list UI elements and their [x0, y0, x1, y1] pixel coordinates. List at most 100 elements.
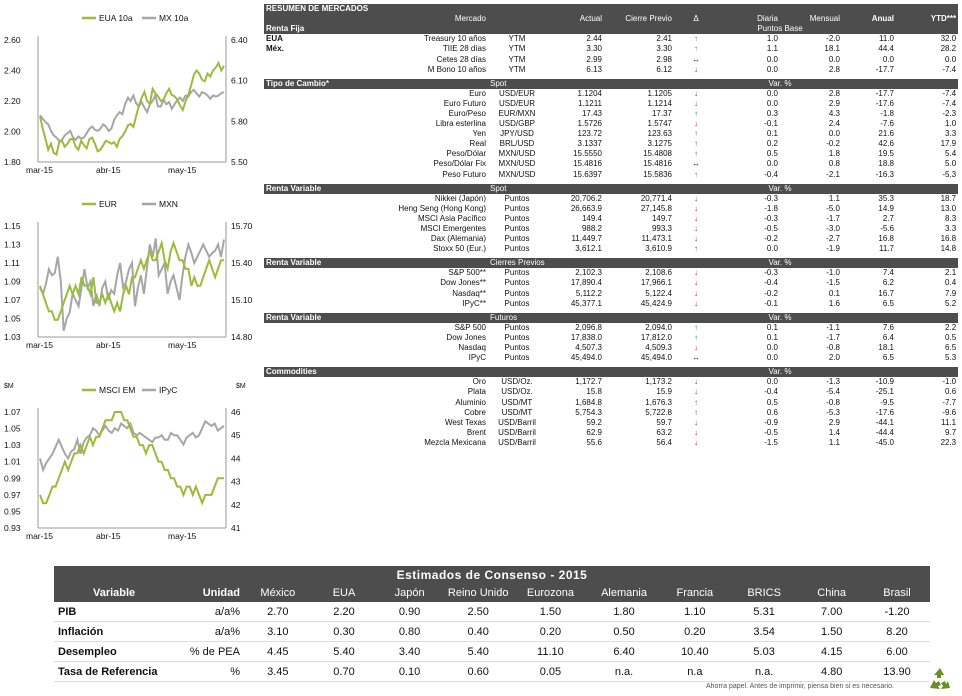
market-annual: 2.7: [842, 213, 896, 224]
left-tick-label: 0.97: [4, 490, 21, 500]
consensus-header-cell: BRICS: [728, 584, 800, 602]
consensus-value: 7.00: [799, 602, 865, 622]
market-monthly: 2.8: [780, 64, 842, 75]
consensus-row: Tasa de Referencia% 3.45 0.70 0.10 0.60 0.05 n…: [54, 661, 930, 682]
trend-arrow-icon: ↑: [674, 397, 718, 408]
market-ytd: 5.2: [896, 298, 959, 309]
market-daily: 1.1: [718, 44, 780, 55]
trend-arrow-icon: ↔: [674, 159, 718, 170]
market-daily: 0.0: [718, 377, 780, 388]
market-daily: 1.0: [718, 34, 780, 45]
market-name: TIIE 28 días: [302, 44, 488, 55]
market-monthly: -1.9: [780, 244, 842, 255]
consensus-header-cell: Alemania: [587, 584, 661, 602]
market-annual: 11.7: [842, 244, 896, 255]
series-line-mxn: [39, 238, 225, 332]
market-region: [264, 139, 302, 150]
market-region: [264, 169, 302, 180]
consensus-value: 1.50: [799, 621, 865, 642]
market-unit: USD/Barril: [488, 437, 546, 448]
trend-arrow-icon: ↓: [674, 387, 718, 398]
section-header-row: Renta Variable Futuros Var. %: [264, 312, 959, 323]
market-row: Oro USD/Oz. 1,172.7 1,173.2 ↓ 0.0 -1.3 -10.9 -1.…: [264, 377, 959, 388]
market-actual: 123.72: [546, 129, 604, 140]
market-name: MSCI Asia Pacífico: [302, 213, 488, 224]
series-line-msci-em: [39, 411, 224, 506]
section-subtitle: [488, 367, 604, 378]
market-row: Euro/Peso EUR/MXN 17.43 17.37 ↑ 0.3 4.3 -1.8 -2.…: [264, 108, 959, 120]
market-previous: 4,509.3: [604, 343, 674, 354]
market-actual: 5,754.3: [546, 407, 604, 418]
market-monthly: -0.8: [780, 343, 842, 354]
market-name: Peso/Dólar: [302, 149, 488, 160]
market-ytd: 7.9: [896, 288, 959, 299]
section-group-label: Puntos Base: [718, 24, 842, 35]
consensus-row: Desempleo% de PEA 4.45 5.40 3.40 5.40 11.10 6.…: [54, 641, 930, 662]
market-row: Real BRL/USD 3.1337 3.1275 ↑ 0.2 -0.2 42.6 17.9: [264, 139, 959, 150]
trend-arrow-icon: ↑: [674, 34, 718, 45]
trend-arrow-icon: ↓: [674, 343, 718, 354]
market-name: Real: [302, 139, 488, 150]
market-monthly: 2.8: [780, 88, 842, 99]
market-previous: 45,494.0: [604, 353, 674, 364]
market-unit: YTM: [488, 64, 546, 75]
market-annual: 18.8: [842, 159, 896, 170]
right-tick-label: 44: [231, 453, 241, 463]
right-tick-label: 15.70: [231, 221, 253, 231]
market-daily: 0.5: [718, 397, 780, 408]
market-actual: 26,663.9: [546, 203, 604, 214]
section-blank: [842, 258, 959, 269]
market-monthly: -1.7: [780, 213, 842, 224]
market-ytd: -7.4: [896, 88, 959, 99]
consensus-header-cell: Francia: [660, 584, 729, 602]
gap-cell: [264, 363, 959, 368]
chart-fx: EUR MXN 1.15 1.13 1.11 1.09 1.07 1.05 1.03 15.70 1…: [4, 199, 253, 350]
market-ytd: 5.4: [896, 149, 959, 160]
section-blank: [842, 24, 959, 35]
market-ytd: -7.4: [896, 64, 959, 75]
section-subtitle: Cierres Previos: [488, 258, 604, 269]
market-row: Mezcla Mexicana USD/Barril 55.6 56.4 ↓ -1.5 1.…: [264, 437, 959, 448]
market-daily: 0.1: [718, 332, 780, 343]
market-row: Aluminio USD/MT 1,684.8 1,676.3 ↑ 0.5 -0.8 -9.5…: [264, 397, 959, 408]
trend-arrow-icon: ↔: [674, 54, 718, 65]
section-header-row: Tipo de Cambio* Spot Var. %: [264, 78, 959, 89]
consensus-value: 3.45: [243, 661, 312, 682]
section-blank: [842, 312, 959, 323]
market-monthly: 2.0: [780, 353, 842, 364]
series-line-mx-10a: [39, 88, 225, 143]
market-region: [264, 213, 302, 224]
market-annual: -10.9: [842, 377, 896, 388]
market-region: [264, 54, 302, 65]
left-tick-label: 0.99: [4, 473, 21, 483]
section-group-label: Var. %: [718, 183, 842, 194]
market-row: IPyC** Puntos 45,377.1 45,424.9 ↓ -0.1 1.6 6.5 5…: [264, 298, 959, 309]
market-actual: 2.99: [546, 54, 604, 65]
market-row: Stoxx 50 (Eur.) Puntos 3,612.1 3,610.9 ↑ 0.0-…: [264, 244, 959, 255]
market-region: [264, 268, 302, 279]
market-region: [264, 332, 302, 343]
legend-label: MSCI EM: [99, 385, 135, 395]
market-region: [264, 193, 302, 204]
market-daily: 0.1: [718, 322, 780, 333]
market-name: Nasdaq: [302, 343, 488, 354]
consensus-value: %: [174, 661, 244, 682]
consensus-value: 4.15: [799, 641, 865, 662]
market-annual: -25.1: [842, 387, 896, 398]
market-row: IPyC Puntos 45,494.0 45,494.0 ↔ 0.0 2.0 6.5 5.3: [264, 353, 959, 364]
market-annual: -17.6: [842, 98, 896, 109]
market-monthly: -1.0: [780, 268, 842, 279]
section-header-row: Renta Variable Spot Var. %: [264, 183, 959, 194]
consensus-title: Estimados de Consenso - 2015: [54, 566, 930, 584]
market-previous: 15.4816: [604, 159, 674, 170]
left-tick-label: 1.13: [4, 240, 21, 250]
market-previous: 15.5836: [604, 169, 674, 180]
market-row: Dow Jones Puntos 17,838.0 17,812.0 ↑ 0.1 -1.7 6…: [264, 332, 959, 343]
header-blank: [264, 14, 302, 25]
consensus-header-cell: China: [799, 584, 865, 602]
market-annual: 7.6: [842, 322, 896, 333]
market-previous: 11,473.1: [604, 234, 674, 245]
market-unit: USD/Oz.: [488, 377, 546, 388]
recycle-icon: [930, 668, 950, 689]
market-ytd: 6.5: [896, 343, 959, 354]
